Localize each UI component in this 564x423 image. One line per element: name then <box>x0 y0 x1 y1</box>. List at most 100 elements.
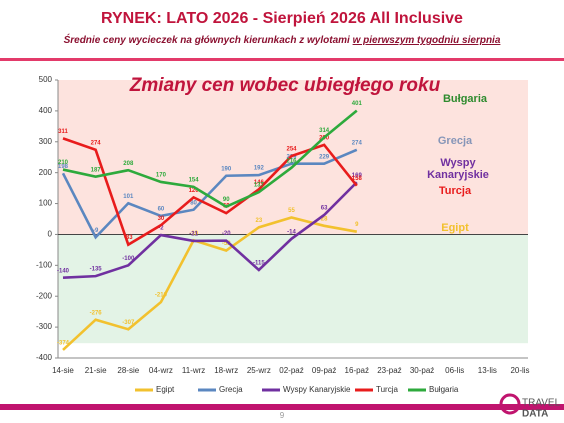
data-label: 169 <box>352 173 363 179</box>
annotation: Egipt <box>441 222 469 234</box>
x-tick-label: 04-wrz <box>149 366 173 375</box>
y-tick-label: -100 <box>36 260 53 269</box>
y-tick-label: 100 <box>39 199 53 208</box>
data-label: -140 <box>57 268 70 274</box>
annotation: Grecja <box>437 135 473 147</box>
data-label: 274 <box>91 140 102 146</box>
data-label: 187 <box>91 167 102 173</box>
data-label: -219 <box>155 293 168 299</box>
subtitle-underlined: w pierwszym tygodniu sierpnia <box>353 35 501 46</box>
chart-title: Zmiany cen wobec ubiegłego roku <box>129 75 441 96</box>
data-label: 190 <box>221 166 232 172</box>
page-title: RYNEK: LATO 2026 - Sierpień 2026 All Inc… <box>101 10 463 27</box>
legend-label: Turcja <box>376 385 398 394</box>
header-rule <box>0 58 564 61</box>
data-label: 55 <box>288 208 295 214</box>
legend-item: Bułgaria <box>408 385 459 394</box>
data-label: 311 <box>58 129 68 135</box>
data-label: 216 <box>286 158 297 164</box>
subtitle-text: Średnie ceny wycieczek na głównych kieru… <box>64 33 350 46</box>
x-tick-label: 02-paź <box>279 366 303 375</box>
x-tick-label: 13-lis <box>478 366 497 375</box>
legend-label: Wyspy Kanaryjskie <box>283 385 351 394</box>
legend-item: Wyspy Kanaryjskie <box>262 385 351 394</box>
page-number: 9 <box>280 411 285 420</box>
data-label: 137 <box>254 183 265 189</box>
y-tick-label: -200 <box>36 291 53 300</box>
data-label: 229 <box>319 154 330 160</box>
logo-top: TRAVEL <box>522 398 561 409</box>
data-label: -2 <box>158 226 164 232</box>
y-tick-label: 200 <box>39 168 53 177</box>
data-label: -33 <box>124 235 133 241</box>
data-label: 101 <box>123 194 134 200</box>
x-tick-label: 09-paź <box>312 366 336 375</box>
series-line <box>62 109 358 209</box>
x-tick-label: 16-paź <box>345 366 369 375</box>
logo-bottom: DATA <box>522 409 548 420</box>
x-tick-label: 28-sie <box>117 366 139 375</box>
x-tick-label: 20-lis <box>510 366 529 375</box>
data-label: -52 <box>222 241 231 247</box>
y-tick-label: -400 <box>36 353 53 362</box>
x-tick-label: 18-wrz <box>214 366 238 375</box>
series-line <box>62 181 358 279</box>
series-line <box>62 216 358 351</box>
data-label: 146 <box>254 180 265 186</box>
x-tick-label: 11-wrz <box>182 366 205 375</box>
data-label: 90 <box>223 197 230 203</box>
data-label: 80 <box>190 200 197 206</box>
data-label: 170 <box>156 173 167 179</box>
y-tick-label: 500 <box>39 75 53 84</box>
data-label: 120 <box>189 188 200 194</box>
data-label: 23 <box>256 218 263 224</box>
data-label: -19 <box>189 231 198 237</box>
data-label: -21 <box>189 232 198 238</box>
legend-label: Egipt <box>156 385 175 394</box>
annotation: Turcja <box>438 185 472 197</box>
footer-bar <box>0 404 564 410</box>
legend-item: Grecja <box>198 385 243 394</box>
data-label: -276 <box>90 310 103 316</box>
legend-item: Egipt <box>135 385 175 394</box>
page-subtitle: Średnie ceny wycieczek na głównych kieru… <box>64 33 501 46</box>
data-label: -14 <box>287 229 296 235</box>
data-label: 9 <box>355 222 359 228</box>
data-label: 192 <box>254 166 265 172</box>
x-tick-label: 06-lis <box>445 366 464 375</box>
data-label: -374 <box>57 341 70 347</box>
data-label: 208 <box>123 161 134 167</box>
legend-label: Grecja <box>219 385 243 394</box>
data-label: 30 <box>158 216 165 222</box>
data-label: 274 <box>352 140 363 146</box>
data-label: 210 <box>58 160 69 166</box>
data-label: 254 <box>286 147 297 153</box>
data-label: 158 <box>352 176 363 182</box>
positive-zone <box>58 80 528 235</box>
legend-item: Turcja <box>355 385 398 394</box>
annotation: Bułgaria <box>442 93 487 105</box>
y-tick-label: 400 <box>39 106 53 115</box>
data-label: -20 <box>222 231 231 237</box>
data-label: -9 <box>93 228 99 234</box>
data-label: 63 <box>321 206 328 212</box>
legend-label: Bułgaria <box>429 385 459 394</box>
data-label: 28 <box>321 216 328 222</box>
data-label: 198 <box>58 164 69 170</box>
data-label: -100 <box>122 256 135 262</box>
data-label: 154 <box>189 177 200 183</box>
x-tick-label: 25-wrz <box>247 366 271 375</box>
data-label: 60 <box>158 206 165 212</box>
x-tick-label: 21-sie <box>85 366 107 375</box>
data-label: 314 <box>319 128 330 134</box>
annotation: Wyspy Kanaryjskie <box>427 157 489 181</box>
x-tick-label: 30-paź <box>410 366 434 375</box>
y-tick-label: 300 <box>39 137 53 146</box>
x-tick-label: 14-sie <box>52 366 74 375</box>
data-label: 401 <box>352 101 363 107</box>
series-line <box>61 148 358 240</box>
data-label: -307 <box>122 320 135 326</box>
series-line <box>62 137 358 247</box>
y-tick-label: 0 <box>48 230 53 239</box>
